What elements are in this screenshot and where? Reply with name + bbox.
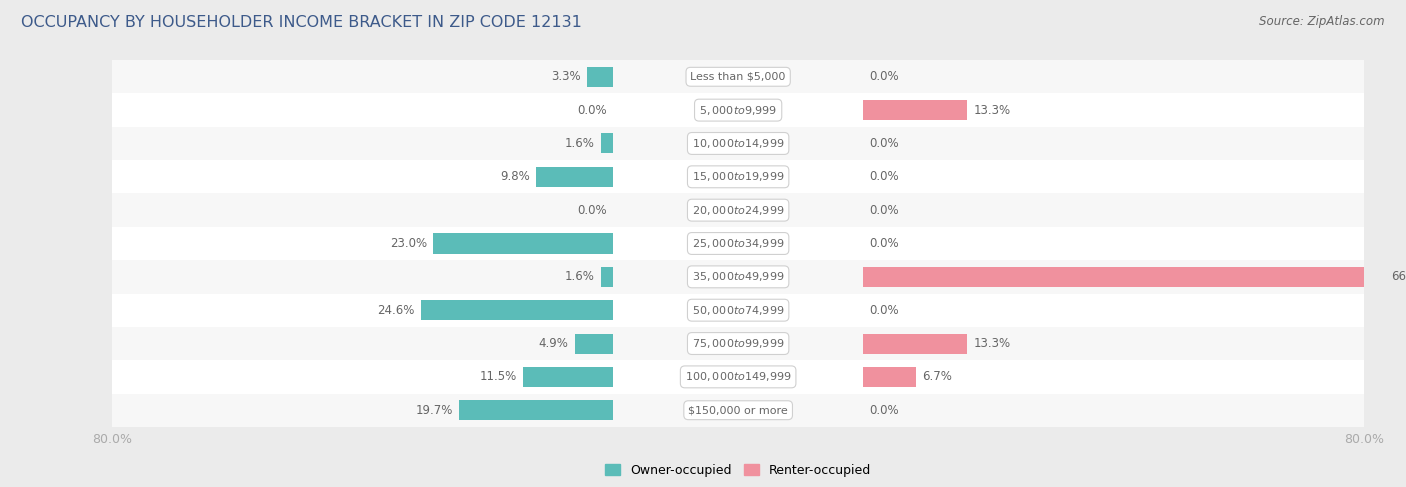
Text: 1.6%: 1.6% <box>564 270 595 283</box>
Text: $20,000 to $24,999: $20,000 to $24,999 <box>692 204 785 217</box>
Bar <box>112 260 1364 294</box>
Text: $5,000 to $9,999: $5,000 to $9,999 <box>699 104 778 116</box>
Bar <box>863 267 1385 287</box>
Legend: Owner-occupied, Renter-occupied: Owner-occupied, Renter-occupied <box>600 459 876 482</box>
Bar <box>112 227 1364 260</box>
Bar <box>112 94 1364 127</box>
Text: Source: ZipAtlas.com: Source: ZipAtlas.com <box>1260 15 1385 28</box>
Bar <box>458 400 613 420</box>
Bar <box>112 294 1364 327</box>
Bar <box>112 393 1364 427</box>
Text: 23.0%: 23.0% <box>389 237 427 250</box>
Text: $10,000 to $14,999: $10,000 to $14,999 <box>692 137 785 150</box>
Bar <box>112 160 1364 193</box>
Text: $75,000 to $99,999: $75,000 to $99,999 <box>692 337 785 350</box>
Text: $100,000 to $149,999: $100,000 to $149,999 <box>685 371 792 383</box>
Text: 4.9%: 4.9% <box>538 337 568 350</box>
Text: 0.0%: 0.0% <box>869 404 900 417</box>
Text: 0.0%: 0.0% <box>869 304 900 317</box>
Text: 66.7%: 66.7% <box>1391 270 1406 283</box>
Text: Less than $5,000: Less than $5,000 <box>690 72 786 82</box>
Bar <box>433 233 613 254</box>
Bar <box>600 133 613 153</box>
Bar <box>420 300 613 320</box>
Bar <box>112 193 1364 227</box>
Text: 1.6%: 1.6% <box>564 137 595 150</box>
Text: 19.7%: 19.7% <box>415 404 453 417</box>
Text: $50,000 to $74,999: $50,000 to $74,999 <box>692 304 785 317</box>
Text: 0.0%: 0.0% <box>576 104 607 116</box>
Bar <box>112 127 1364 160</box>
Text: 13.3%: 13.3% <box>973 104 1011 116</box>
Text: $35,000 to $49,999: $35,000 to $49,999 <box>692 270 785 283</box>
Text: 24.6%: 24.6% <box>377 304 415 317</box>
Bar <box>863 334 967 354</box>
Text: $150,000 or more: $150,000 or more <box>689 405 787 415</box>
Text: 0.0%: 0.0% <box>869 237 900 250</box>
Bar <box>112 60 1364 94</box>
Text: 3.3%: 3.3% <box>551 70 581 83</box>
Bar <box>863 100 967 120</box>
Text: 0.0%: 0.0% <box>869 137 900 150</box>
Text: 0.0%: 0.0% <box>869 70 900 83</box>
Bar <box>600 267 613 287</box>
Bar <box>575 334 613 354</box>
Text: OCCUPANCY BY HOUSEHOLDER INCOME BRACKET IN ZIP CODE 12131: OCCUPANCY BY HOUSEHOLDER INCOME BRACKET … <box>21 15 582 30</box>
Text: 13.3%: 13.3% <box>973 337 1011 350</box>
Text: $25,000 to $34,999: $25,000 to $34,999 <box>692 237 785 250</box>
Text: 9.8%: 9.8% <box>501 170 530 183</box>
Bar <box>536 167 613 187</box>
Text: 11.5%: 11.5% <box>479 371 517 383</box>
Text: 6.7%: 6.7% <box>922 371 952 383</box>
Bar <box>112 327 1364 360</box>
Text: 0.0%: 0.0% <box>869 170 900 183</box>
Bar <box>863 367 915 387</box>
Bar <box>523 367 613 387</box>
Text: $15,000 to $19,999: $15,000 to $19,999 <box>692 170 785 183</box>
Bar <box>112 360 1364 393</box>
Text: 0.0%: 0.0% <box>869 204 900 217</box>
Bar <box>588 67 613 87</box>
Text: 0.0%: 0.0% <box>576 204 607 217</box>
